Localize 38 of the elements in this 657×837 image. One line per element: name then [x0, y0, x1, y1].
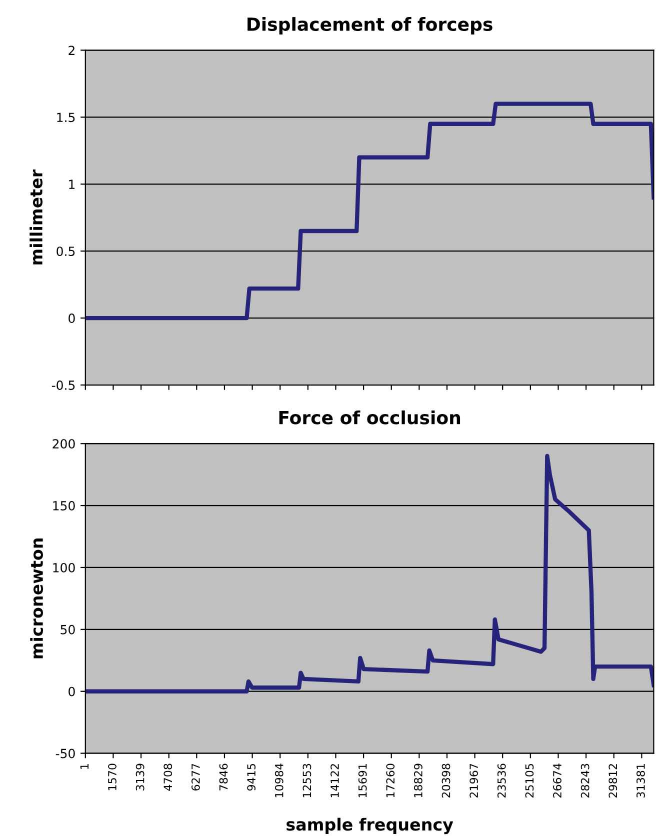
x-axis-title: sample frequency — [286, 818, 454, 834]
x-tick-label: 18829 — [414, 764, 422, 798]
x-tick-label: 17260 — [386, 764, 395, 798]
x-tick-label: 10984 — [274, 764, 284, 798]
x-tick-label: 25105 — [525, 764, 534, 798]
y-tick-label: 1 — [69, 180, 75, 189]
y-axis-title: micronewton — [30, 538, 44, 658]
x-tick-label: 26674 — [553, 764, 562, 798]
x-tick-label: 9415 — [247, 764, 256, 791]
y-axis-title: millimeter — [30, 169, 43, 264]
x-tick-label: 1570 — [108, 764, 116, 790]
x-tick-label: 14122 — [330, 764, 339, 798]
x-tick-label: 29812 — [608, 764, 618, 798]
y-tick-label: 150 — [53, 501, 75, 510]
y-tick-label: 0.5 — [56, 246, 75, 256]
x-tick-label: 15691 — [358, 764, 367, 798]
x-tick-label: 3139 — [136, 764, 144, 790]
x-tick-label: 12553 — [302, 764, 312, 798]
x-tick-label: 20398 — [442, 764, 450, 798]
y-tick-label: 50 — [60, 624, 75, 634]
x-tick-label: 1 — [80, 764, 88, 769]
y-tick-label: 2 — [68, 46, 74, 55]
x-tick-label: 28243 — [580, 764, 590, 798]
y-tick-label: 200 — [52, 439, 75, 449]
y-tick-label: 0 — [68, 314, 75, 323]
y-tick-label: 0 — [68, 686, 75, 696]
y-tick-label: 100 — [53, 562, 75, 572]
chart-title: Displacement of forceps — [248, 17, 492, 35]
x-tick-label: 31381 — [636, 764, 645, 798]
chart-title: Force of occlusion — [279, 410, 460, 424]
x-tick-label: 6277 — [191, 764, 200, 791]
x-tick-label: 7846 — [219, 764, 228, 790]
y-tick-label: 1.5 — [57, 112, 75, 122]
x-tick-label: 23536 — [497, 764, 506, 798]
x-tick-label: 21967 — [470, 764, 478, 798]
y-tick-label: -50 — [56, 748, 75, 758]
x-tick-label: 4708 — [164, 764, 172, 791]
y-tick-label: -0.5 — [52, 380, 75, 390]
